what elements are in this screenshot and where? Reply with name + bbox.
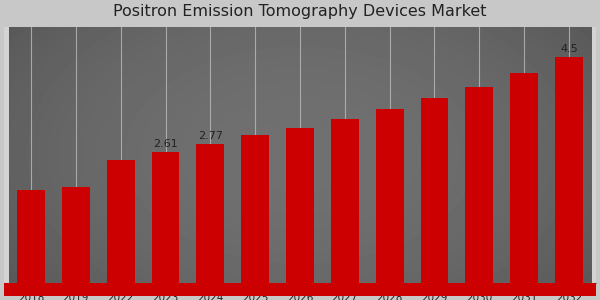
Bar — [62, 187, 90, 283]
Bar — [286, 128, 314, 283]
Bar — [331, 119, 359, 283]
Bar — [241, 135, 269, 283]
Bar — [466, 88, 493, 283]
Bar — [107, 160, 134, 283]
Bar — [510, 74, 538, 283]
Text: 4.5: 4.5 — [560, 44, 578, 54]
Text: 2.61: 2.61 — [153, 139, 178, 149]
Bar — [555, 57, 583, 283]
Title: Positron Emission Tomography Devices Market: Positron Emission Tomography Devices Mar… — [113, 4, 487, 19]
Bar — [17, 190, 45, 283]
Bar — [421, 98, 448, 283]
Bar — [196, 144, 224, 283]
Bar — [152, 152, 179, 283]
Bar — [376, 109, 404, 283]
Text: 2.77: 2.77 — [198, 131, 223, 141]
